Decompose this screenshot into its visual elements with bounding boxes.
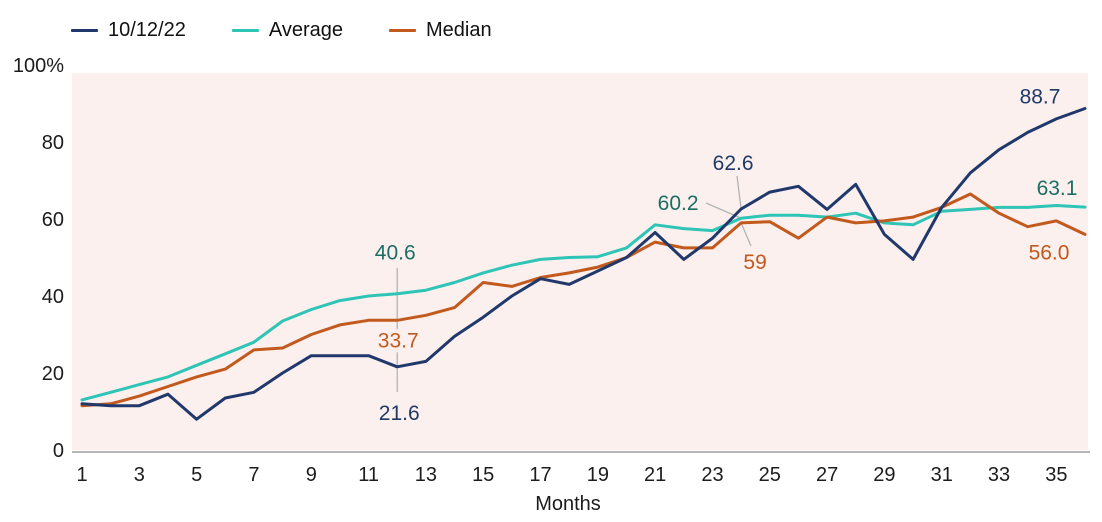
y-tick-label: 60 <box>42 209 64 231</box>
data-label-average-m36: 63.1 <box>1037 177 1078 200</box>
series-line-median[interactable] <box>80 192 1087 408</box>
data-label-median-m12: 33.7 <box>378 329 419 352</box>
y-tick-label: 0 <box>53 440 64 462</box>
x-tick-label: 31 <box>931 464 953 486</box>
y-tick-label: 100% <box>13 55 64 77</box>
legend-swatch-median <box>389 29 416 32</box>
data-label-average-m24: 60.2 <box>658 192 699 215</box>
x-tick-label: 5 <box>191 464 202 486</box>
data-label-10-12-22-m12: 21.6 <box>379 402 420 425</box>
data-label-mask <box>372 329 425 353</box>
x-tick-label: 25 <box>759 464 781 486</box>
x-tick-label: 9 <box>306 464 317 486</box>
x-tick-label: 29 <box>873 464 895 486</box>
x-tick-label: 7 <box>248 464 259 486</box>
plot-area <box>72 73 1088 450</box>
series-line-10-12-22[interactable] <box>80 107 1087 421</box>
x-tick-label: 13 <box>415 464 437 486</box>
data-label-median-m24: 59 <box>743 251 766 274</box>
x-tick-label: 33 <box>988 464 1010 486</box>
legend-item-median[interactable]: Median <box>389 19 492 42</box>
legend-swatch-10-12-22 <box>71 29 98 32</box>
data-label-median-m36: 56.0 <box>1029 241 1070 264</box>
legend-label: 10/12/22 <box>108 19 186 41</box>
x-tick-label: 23 <box>701 464 723 486</box>
x-tick-label: 21 <box>644 464 666 486</box>
x-tick-label: 3 <box>134 464 145 486</box>
data-label-10-12-22-m36: 88.7 <box>1020 86 1061 109</box>
legend: 10/12/22 Average Median <box>71 19 492 42</box>
x-tick-label: 27 <box>816 464 838 486</box>
x-tick-label: 35 <box>1045 464 1067 486</box>
y-tick-label: 20 <box>42 363 64 385</box>
data-label-average-m12: 40.6 <box>375 242 416 265</box>
x-axis-title: Months <box>535 493 601 515</box>
legend-item-10-12-22[interactable]: 10/12/22 <box>71 19 186 42</box>
x-tick-label: 15 <box>472 464 494 486</box>
legend-item-average[interactable]: Average <box>231 19 343 42</box>
y-tick-label: 40 <box>42 286 64 308</box>
x-tick-label: 11 <box>358 464 379 486</box>
x-tick-label: 1 <box>76 464 87 486</box>
callout-leader-median <box>740 222 752 247</box>
data-label-10-12-22-m24: 62.6 <box>713 152 754 175</box>
callout-leader-10-12-22 <box>736 175 742 210</box>
legend-label: Median <box>426 19 492 41</box>
series-line-average[interactable] <box>80 204 1087 402</box>
x-tick-label: 17 <box>529 464 551 486</box>
legend-label: Average <box>268 19 343 41</box>
legend-swatch-average <box>231 29 259 32</box>
y-tick-label: 80 <box>42 132 64 154</box>
x-tick-label: 19 <box>587 464 609 486</box>
